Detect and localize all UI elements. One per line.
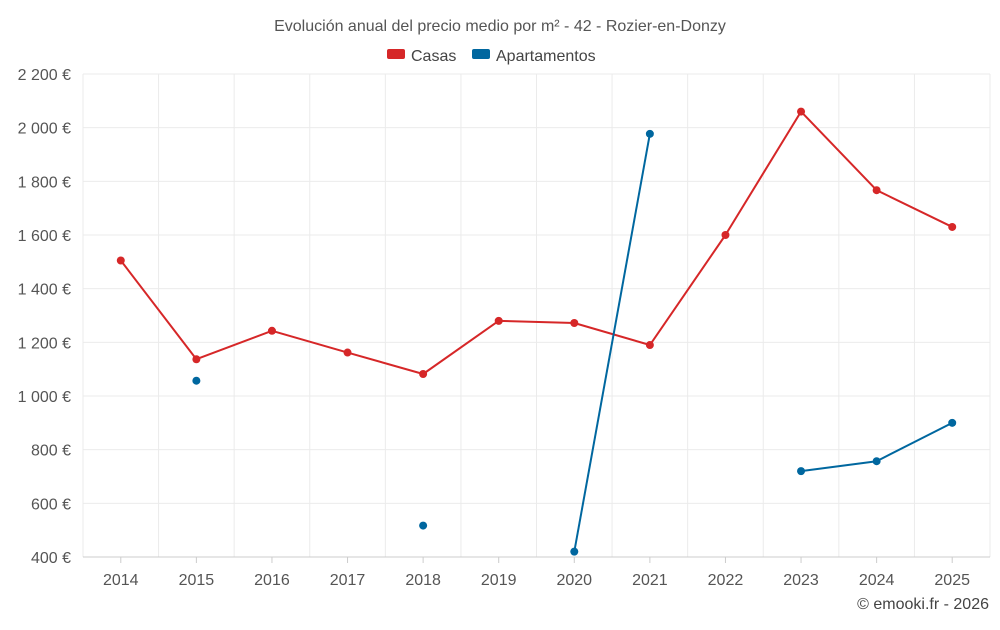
data-point-casas[interactable] [267, 326, 276, 335]
x-tick-label: 2020 [556, 572, 592, 589]
x-tick-label: 2017 [330, 572, 366, 589]
data-point-apartamentos[interactable] [570, 547, 579, 556]
legend-swatch-apartamentos [472, 49, 490, 59]
y-axis-ticks: 400 € 600 € 800 € 1 000 € 1 200 € 1 400 € 1 60… [18, 67, 71, 567]
x-tick-label: 2022 [708, 572, 744, 589]
x-tick-label: 2016 [254, 572, 290, 589]
x-tick-label: 2018 [405, 572, 441, 589]
legend-item-casas[interactable]: Casas [387, 48, 456, 65]
legend-label-apartamentos: Apartamentos [496, 48, 596, 65]
x-tick-label: 2025 [934, 572, 970, 589]
y-tick-label: 1 000 € [18, 389, 71, 406]
data-point-casas[interactable] [721, 231, 730, 239]
data-point-casas[interactable] [192, 355, 201, 364]
series-line-casas [119, 110, 953, 375]
gridlines [82, 73, 991, 557]
data-point-casas[interactable] [948, 222, 957, 231]
data-point-apartamentos[interactable] [419, 521, 428, 530]
legend: Casas Apartamentos [387, 48, 596, 65]
y-tick-label: 400 € [31, 550, 71, 567]
legend-swatch-casas [387, 49, 405, 59]
x-tick-label: 2023 [783, 572, 819, 589]
data-point-apartamentos[interactable] [645, 129, 654, 138]
data-point-apartamentos[interactable] [797, 467, 806, 476]
y-tick-label: 800 € [31, 443, 71, 460]
data-point-casas[interactable] [494, 316, 503, 325]
credit-text: © emooki.fr - 2026 [857, 596, 989, 613]
y-tick-label: 2 200 € [18, 67, 71, 84]
x-tick-label: 2024 [859, 572, 895, 589]
y-tick-label: 600 € [31, 496, 71, 513]
legend-item-apartamentos[interactable]: Apartamentos [472, 48, 596, 65]
data-point-apartamentos[interactable] [872, 457, 881, 466]
data-point-casas[interactable] [797, 107, 806, 116]
data-point-casas[interactable] [872, 186, 881, 195]
x-tick-label: 2015 [179, 572, 215, 589]
y-tick-label: 1 200 € [18, 335, 71, 352]
series-points [116, 107, 957, 556]
data-point-casas[interactable] [116, 256, 125, 265]
legend-label-casas: Casas [411, 48, 456, 65]
data-point-casas[interactable] [570, 319, 579, 328]
data-point-casas[interactable] [419, 369, 428, 378]
x-tick-label: 2014 [103, 572, 139, 589]
data-point-apartamentos[interactable] [948, 418, 957, 427]
x-tick-label: 2019 [481, 572, 517, 589]
x-tick-label: 2021 [632, 572, 668, 589]
data-point-apartamentos[interactable] [192, 376, 201, 385]
y-tick-label: 1 600 € [18, 228, 71, 245]
chart-title: Evolución anual del precio medio por m² … [274, 18, 726, 35]
y-tick-label: 2 000 € [18, 121, 71, 138]
y-tick-label: 1 400 € [18, 282, 71, 299]
data-point-casas[interactable] [343, 348, 352, 357]
x-axis-ticks: 2014 2015 2016 2017 2018 2019 2020 2021 2022 2023… [103, 557, 970, 589]
y-tick-label: 1 800 € [18, 174, 71, 191]
data-point-casas[interactable] [645, 341, 654, 350]
series-line-apartamentos [573, 133, 651, 552]
